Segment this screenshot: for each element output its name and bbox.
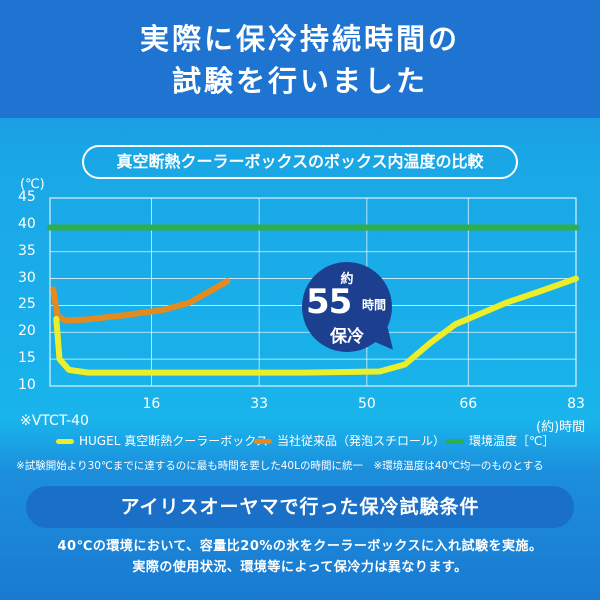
- x-tick-label: 83: [567, 396, 585, 412]
- y-tick-label: 25: [18, 296, 36, 313]
- legend-swatch-conventional: [254, 439, 272, 444]
- y-tick-label: 10: [18, 377, 36, 393]
- y-tick-label: 35: [18, 242, 36, 259]
- x-tick-label: 16: [142, 396, 161, 412]
- footnote: ※試験開始より30℃までに達するのに最も時間を要した40Lの時間に統一 ※環境温…: [16, 460, 544, 472]
- x-tick-label: 33: [250, 396, 269, 412]
- bubble-prefix: 約: [340, 272, 354, 287]
- headline: 実際に保冷持続時間の 試験を行いました: [0, 18, 600, 102]
- legend-item-conventional: 当社従来品（発泡スチロール）: [254, 432, 445, 449]
- x-tick-label: 50: [357, 396, 376, 412]
- conditions-title: アイリスオーヤマで行った保冷試験条件: [26, 486, 574, 528]
- y-tick-label: 20: [18, 323, 36, 340]
- bubble-number: 55: [306, 282, 352, 322]
- series-line-1: [50, 278, 231, 324]
- duration-bubble: 約 55 時間 保冷: [302, 262, 392, 352]
- x-axis-unit: (約)時間: [536, 420, 586, 435]
- chart-title: 真空断熱クーラーボックスのボックス内温度の比較: [82, 145, 518, 179]
- legend-item-ambient: 環境温度［℃］: [446, 432, 554, 449]
- x-tick-label: 66: [459, 396, 478, 412]
- y-tick-label: 45: [18, 189, 36, 205]
- legend-label-conventional: 当社従来品（発泡スチロール）: [277, 434, 446, 448]
- series-line-0: [53, 275, 579, 376]
- headline-line1: 実際に保冷持続時間の: [139, 22, 460, 56]
- legend-label-hugel: HUGEL 真空断熱クーラーボックス: [79, 434, 268, 448]
- header-band: [0, 0, 600, 118]
- conditions-line1: 40℃の環境において、容量比20%の氷をクーラーボックスに入れ試験を実施。: [57, 539, 543, 554]
- legend-label-ambient: 環境温度［℃］: [469, 434, 555, 448]
- y-tick-label: 15: [18, 350, 36, 367]
- model-label: ※VTCT-40: [20, 413, 89, 429]
- bubble-unit: 時間: [362, 298, 387, 312]
- legend-swatch-ambient: [446, 439, 464, 444]
- y-tick-label: 40: [18, 215, 36, 232]
- legend-swatch-hugel: [56, 439, 74, 444]
- legend-item-hugel: HUGEL 真空断熱クーラーボックス: [56, 432, 268, 449]
- bubble-suffix: 保冷: [330, 327, 364, 347]
- headline-line2: 試験を行いました: [171, 64, 428, 98]
- y-axis-unit: (℃): [20, 177, 45, 192]
- y-tick-label: 30: [18, 269, 36, 286]
- conditions-line2: 実際の使用状況、環境等によって保冷力は異なります。: [132, 560, 468, 575]
